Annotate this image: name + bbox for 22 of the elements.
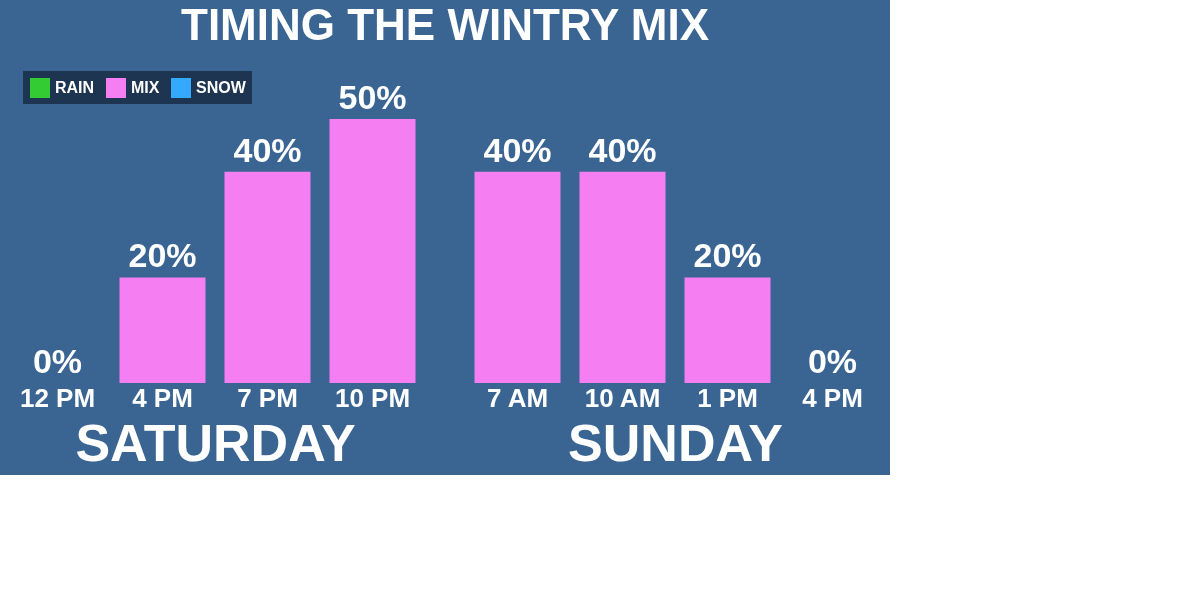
data-label: 40%: [588, 130, 657, 169]
x-tick-label: 10 PM: [334, 382, 411, 413]
x-tick-label: 10 AM: [584, 382, 661, 413]
data-label: 0%: [807, 342, 858, 380]
legend-label: MIX: [131, 79, 160, 96]
x-tick-label: 12 PM: [19, 382, 96, 413]
data-label: 20%: [693, 236, 762, 275]
x-tick-label: 7 PM: [237, 382, 298, 413]
data-label: 40%: [233, 130, 302, 169]
data-label: 40%: [483, 130, 552, 169]
legend-label: SNOW: [196, 79, 247, 96]
chart-title: TIMING THE WINTRY MIX: [181, 0, 709, 49]
x-axis-title: SATURDAY: [75, 413, 356, 472]
x-tick-label: 4 PM: [802, 382, 863, 413]
x-axis-title: SUNDAY: [568, 413, 783, 472]
x-tick-label: 7 AM: [486, 382, 549, 413]
legend-label: RAIN: [55, 79, 95, 96]
data-label: 20%: [128, 236, 197, 275]
data-label: 0%: [32, 342, 83, 380]
data-label: 50%: [338, 78, 407, 116]
x-tick-label: 1 PM: [697, 382, 758, 413]
x-tick-label: 4 PM: [132, 382, 193, 413]
